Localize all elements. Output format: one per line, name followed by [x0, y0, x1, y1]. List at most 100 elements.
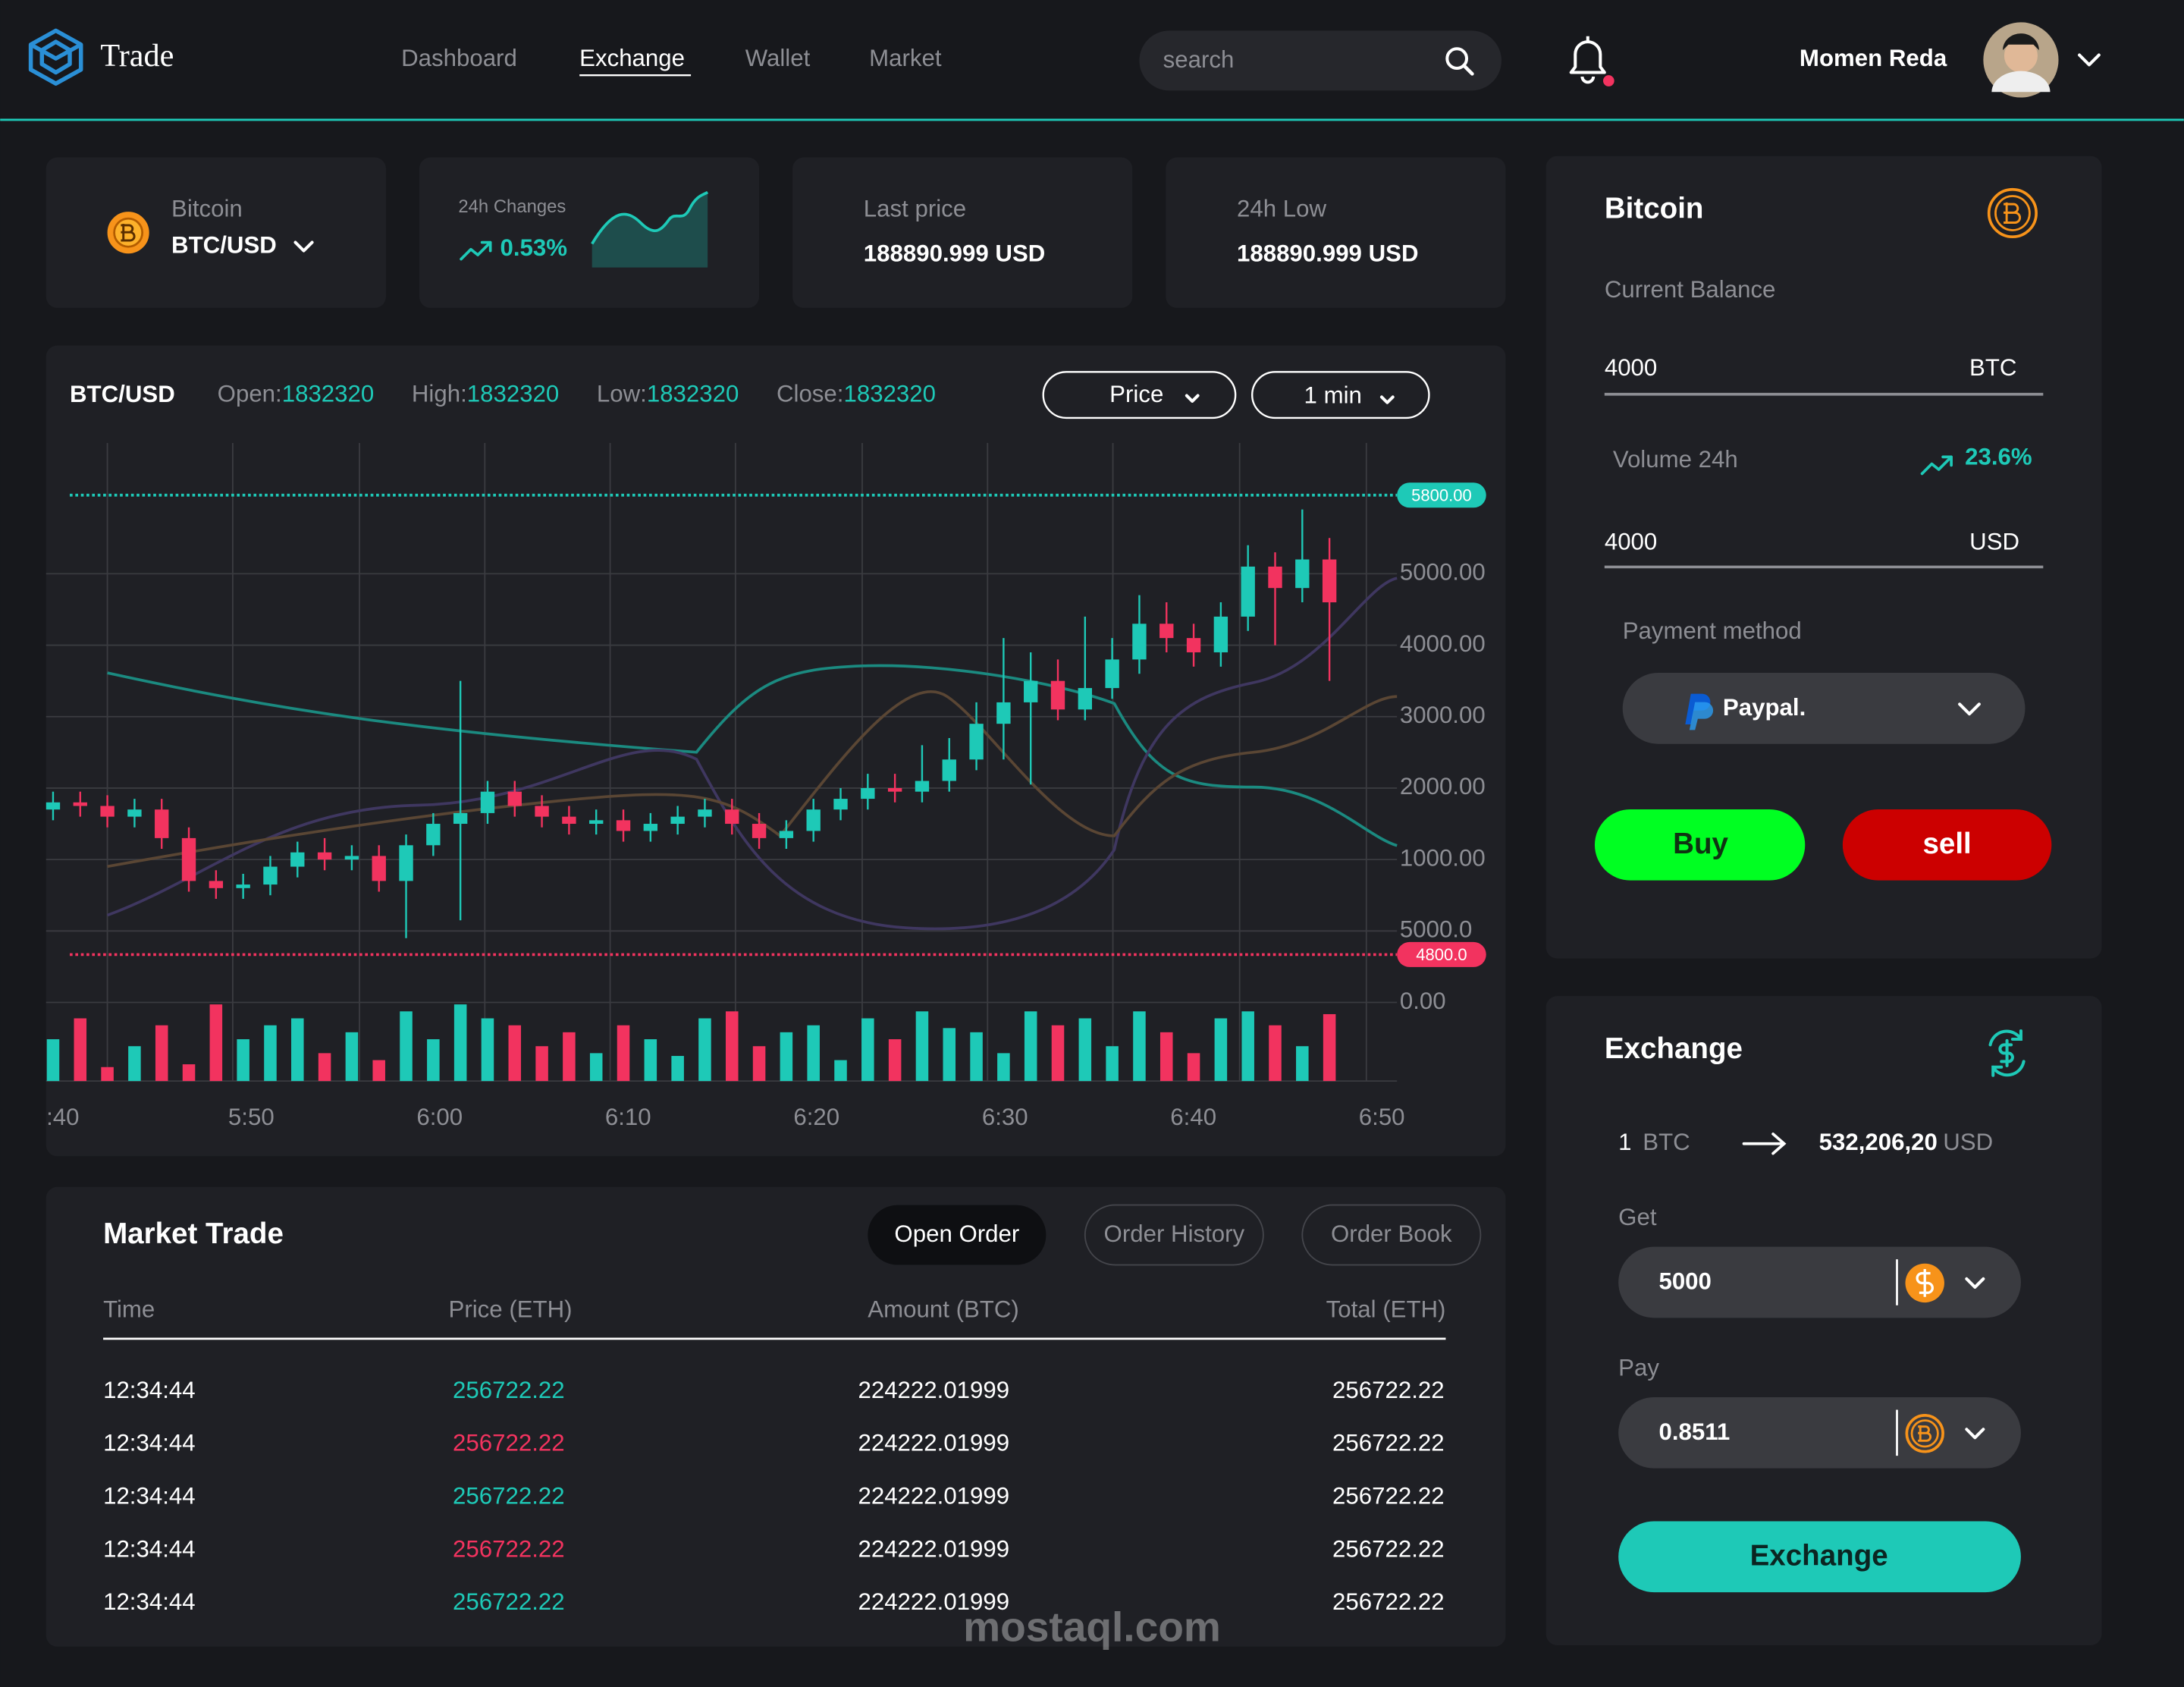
- nav-link[interactable]: Dashboard: [401, 45, 517, 71]
- cell: 256722.22: [1332, 1588, 1445, 1615]
- dollar-glyph: [1916, 1269, 1934, 1297]
- label: 0.53%: [500, 234, 567, 261]
- avatar-hair: [2003, 33, 2039, 51]
- search-box[interactable]: [1139, 30, 1502, 91]
- candle-body: [290, 852, 305, 867]
- label: USD: [1969, 528, 2019, 554]
- exchange-button[interactable]: [1618, 1521, 2021, 1593]
- price-button[interactable]: [1042, 371, 1237, 419]
- candle-body: [507, 791, 522, 806]
- label: Buy: [1673, 828, 1728, 860]
- x-tick-label: 6:50: [1359, 1104, 1405, 1130]
- label[interactable]: Order Book: [1331, 1220, 1452, 1247]
- bitcoin-glyph: [121, 224, 136, 242]
- label: 24h Changes: [458, 196, 566, 217]
- label: 4000: [1605, 528, 1657, 554]
- label: 5800.00: [1411, 485, 1472, 504]
- candle-body: [236, 884, 250, 888]
- tab[interactable]: [868, 1205, 1046, 1265]
- rate-arrow: [1742, 1133, 1787, 1155]
- ma-purple: [106, 576, 1398, 931]
- label: Payment method: [1623, 617, 1802, 644]
- volume-bar: [644, 1039, 657, 1082]
- volume-bar: [128, 1046, 141, 1082]
- volume-bar: [74, 1018, 87, 1082]
- label: 4000: [1605, 354, 1657, 381]
- label: BTC/USD: [70, 381, 175, 407]
- volume-bar: [1024, 1011, 1037, 1082]
- notification-dot: [1602, 75, 1614, 86]
- cell: 224222.01999: [858, 1482, 1009, 1509]
- label: search: [1163, 46, 1235, 73]
- unit: USD: [1943, 1129, 1993, 1155]
- sell-button[interactable]: [1842, 809, 2052, 881]
- volume-bar: [752, 1046, 766, 1082]
- volume-bar: [1051, 1025, 1065, 1082]
- volume-bar: [1159, 1032, 1173, 1082]
- interval-button[interactable]: [1251, 371, 1430, 419]
- tab[interactable]: [1301, 1204, 1482, 1266]
- amount: 1: [1618, 1129, 1631, 1155]
- label: 4800.0: [1416, 945, 1467, 964]
- x-tick-label: 6:20: [793, 1104, 839, 1130]
- chevron: [1965, 1428, 1985, 1440]
- x-tick-label: 5:50: [228, 1104, 275, 1130]
- avatar-face: [2004, 39, 2038, 73]
- label: BTC: [1969, 354, 2016, 381]
- nav-link[interactable]: Wallet: [745, 45, 811, 71]
- bell-icon: [1569, 36, 1606, 84]
- candle-body: [399, 845, 413, 881]
- cell: 256722.22: [1332, 1430, 1445, 1456]
- volume-bar: [1241, 1011, 1254, 1082]
- label: Current Balance: [1605, 276, 1776, 303]
- label[interactable]: BTC/USD: [171, 231, 277, 258]
- label[interactable]: Open Order: [894, 1220, 1019, 1247]
- volume-bar: [1078, 1018, 1092, 1082]
- label: Get: [1618, 1204, 1657, 1230]
- candle-body: [1078, 688, 1092, 710]
- y-tick-label: 1000.00: [1400, 844, 1486, 871]
- label: Pay: [1618, 1355, 1659, 1381]
- label: 188890.999 USD: [864, 240, 1046, 266]
- candle-body: [996, 702, 1011, 724]
- label: Volume 24h: [1613, 446, 1738, 473]
- nav-link[interactable]: Exchange: [579, 45, 685, 71]
- candle-body: [372, 856, 386, 881]
- price-badge: [1397, 941, 1486, 967]
- candle-body: [1132, 624, 1147, 660]
- pair-card: [46, 157, 386, 308]
- candle-body: [725, 809, 739, 825]
- candle-body: [46, 802, 61, 810]
- candle-body: [1241, 566, 1255, 617]
- volume-bar: [237, 1039, 249, 1082]
- buy-button[interactable]: [1594, 809, 1806, 881]
- y-tick-label: 4000.00: [1400, 630, 1486, 657]
- volume-bar: [671, 1056, 684, 1082]
- column-header: Total (ETH): [1326, 1296, 1446, 1322]
- cell: 12:34:44: [103, 1482, 196, 1509]
- chevron: [2078, 53, 2101, 67]
- price-badge: [1397, 482, 1486, 508]
- volume-bar: [1269, 1025, 1282, 1082]
- volume-bar: [617, 1025, 630, 1082]
- cell: 256722.22: [1332, 1535, 1445, 1562]
- candle-body: [779, 831, 794, 838]
- column-header: Time: [103, 1296, 155, 1322]
- tab[interactable]: [1084, 1204, 1264, 1266]
- payment-dropdown[interactable]: [1622, 673, 2026, 744]
- cell: 256722.22: [453, 1535, 565, 1562]
- rate-from: 1 BTC: [1618, 1129, 1690, 1155]
- candle-body: [263, 866, 278, 885]
- candle-body: [453, 812, 468, 825]
- candle-body: [969, 724, 984, 760]
- stat-value: 1832320: [282, 381, 375, 407]
- candle-body: [942, 759, 956, 781]
- volume-bar: [535, 1046, 548, 1082]
- cell: 256722.22: [1332, 1377, 1445, 1403]
- label: 1 min: [1304, 382, 1362, 409]
- nav-link[interactable]: Market: [869, 45, 942, 71]
- label[interactable]: Order History: [1104, 1220, 1245, 1247]
- candle-body: [698, 809, 712, 817]
- exchange-panel: [1545, 996, 2102, 1645]
- x-tick-label: :40: [46, 1104, 79, 1130]
